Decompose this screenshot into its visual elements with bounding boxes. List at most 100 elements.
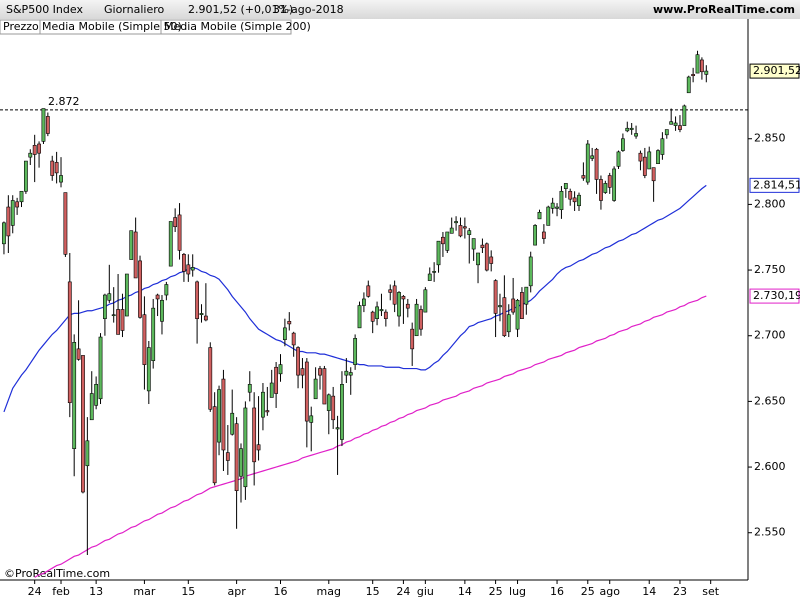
candle-body	[63, 192, 68, 255]
candle-body	[243, 407, 248, 488]
candle-body	[454, 221, 458, 224]
candle-body	[656, 150, 660, 164]
candle-body	[419, 309, 423, 330]
candle-body	[616, 151, 621, 167]
x-tick-label: 15	[181, 585, 195, 598]
candle-body	[195, 281, 199, 319]
candle-body	[577, 194, 581, 207]
candle-body	[414, 303, 419, 337]
candle-body	[449, 227, 454, 234]
x-tick-label: 24	[396, 585, 410, 598]
candle-body	[326, 394, 331, 411]
candle-body	[484, 243, 489, 271]
candle-body	[520, 292, 524, 319]
value-box-label: 2.901,52	[753, 64, 800, 77]
x-tick-label: apr	[227, 585, 246, 598]
candle-body	[98, 336, 103, 400]
candle-body	[506, 314, 511, 333]
x-tick-label: 25	[581, 585, 595, 598]
value-box	[749, 63, 800, 79]
candle-body	[265, 410, 270, 413]
x-tick-label: feb	[52, 585, 70, 598]
candle-body	[234, 423, 239, 491]
candle-body	[111, 314, 116, 317]
candle-body	[436, 240, 441, 266]
candle-body	[168, 221, 173, 267]
candle-body	[282, 327, 287, 340]
candle-body	[599, 179, 603, 201]
candle-body	[383, 311, 388, 319]
candle-body	[568, 190, 573, 200]
candle-body	[458, 225, 463, 237]
candle-body	[164, 284, 169, 296]
candle-body	[678, 125, 682, 130]
candle-body	[177, 214, 182, 251]
candle-body	[348, 372, 353, 376]
candle-body	[23, 160, 28, 192]
x-tick-label: 25	[489, 585, 503, 598]
candle-body	[533, 225, 538, 246]
legend-label: Media Mobile (Simple 50)	[42, 20, 182, 33]
candle-body	[467, 230, 472, 235]
y-tick-label: 2.800	[754, 197, 786, 210]
candle-body	[221, 378, 226, 451]
candle-body	[19, 190, 24, 203]
x-tick-label: 24	[28, 585, 42, 598]
candle-body	[686, 76, 691, 94]
candle-body	[344, 370, 349, 376]
candle-body	[129, 230, 134, 260]
candle-body	[695, 54, 700, 74]
watermark: ©ProRealTime.com	[4, 567, 110, 580]
reference-label: 2.872	[48, 95, 80, 108]
candle-body	[664, 129, 669, 136]
candle-body	[2, 222, 6, 245]
plot: 2.872	[0, 50, 748, 578]
candle-body	[607, 175, 612, 188]
candle-body	[59, 175, 63, 183]
candle-body	[287, 320, 292, 325]
candle-body	[638, 152, 643, 162]
candle-body	[37, 143, 41, 154]
candle-body	[660, 138, 665, 155]
candle-body	[278, 364, 283, 375]
legend-price: Prezzo	[3, 20, 39, 33]
candle-body	[462, 226, 467, 229]
candle-body	[274, 366, 279, 394]
candle-body	[388, 289, 393, 293]
candle-body	[85, 440, 90, 467]
candle-body	[186, 264, 191, 275]
candle-body	[94, 384, 99, 406]
x-tick-label: 16	[274, 585, 288, 598]
candle-body	[6, 206, 11, 237]
header-bar	[0, 0, 800, 19]
candle-body	[32, 145, 37, 155]
candle-body	[146, 347, 151, 392]
candle-body	[269, 382, 274, 398]
candle-body	[199, 313, 204, 316]
candle-body	[357, 305, 362, 329]
date: 31-ago-2018	[273, 3, 344, 16]
candle-body	[620, 138, 625, 151]
y-tick-label: 2.650	[754, 394, 786, 407]
candle-body	[563, 183, 568, 189]
candle-body	[10, 200, 15, 226]
candle-body	[405, 303, 410, 309]
candle-body	[528, 256, 533, 287]
y-tick-label: 2.700	[754, 329, 786, 342]
candle-body	[401, 296, 406, 300]
y-tick-label: 2.750	[754, 263, 786, 276]
candle-body	[239, 448, 243, 477]
x-tick-label: giu	[417, 585, 434, 598]
instrument: S&P500 Index	[6, 3, 83, 16]
value-box-label: 2.814,51	[753, 178, 800, 191]
candle-body	[133, 231, 138, 279]
candle-body	[511, 298, 516, 313]
candle-body	[304, 361, 309, 422]
candle-body	[89, 393, 94, 421]
candle-body	[217, 389, 221, 443]
candle-body	[375, 306, 379, 319]
candle-body	[629, 127, 634, 130]
x-tick-label: mag	[317, 585, 341, 598]
candle-body	[182, 254, 186, 272]
